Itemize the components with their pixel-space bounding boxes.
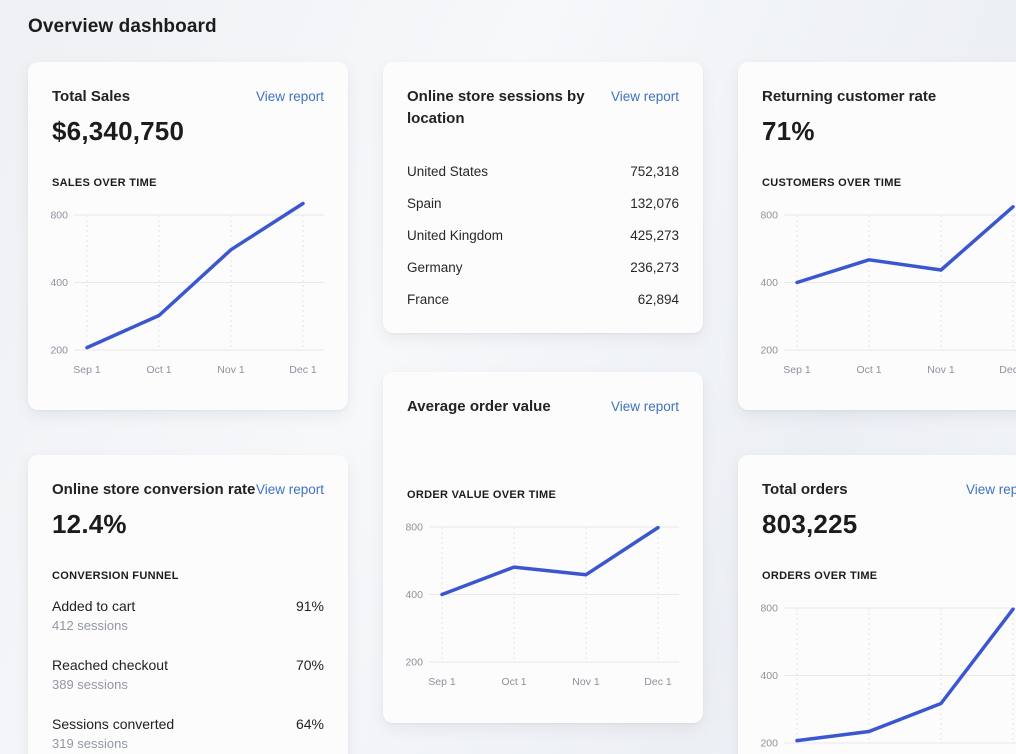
svg-text:200: 200	[760, 738, 778, 750]
svg-text:Oct 1: Oct 1	[856, 364, 881, 376]
svg-text:200: 200	[760, 345, 778, 357]
card-title-total-sales: Total Sales	[52, 88, 131, 105]
location-label: United Kingdom	[407, 228, 504, 243]
conversion-funnel-list: Added to cart 91% 412 sessions Reached c…	[52, 596, 324, 753]
funnel-sessions: 389 sessions	[52, 677, 128, 692]
location-value: 62,894	[637, 292, 679, 307]
view-report-link-average-order-value[interactable]: View report	[610, 399, 679, 414]
svg-text:Nov 1: Nov 1	[217, 364, 245, 376]
svg-text:800: 800	[50, 210, 68, 222]
view-report-link-conversion[interactable]: View report	[255, 482, 324, 497]
customers-over-time-chart: 200 400 800 Sep 1 Oct 1 Nov 1 Dec 1	[760, 205, 1016, 376]
location-row-france: France 62,894	[407, 292, 679, 312]
location-label: Germany	[407, 260, 463, 275]
svg-text:400: 400	[760, 277, 778, 289]
card-total-orders: Total orders View report 803,225 ORDERS …	[738, 455, 1016, 754]
location-value: 236,273	[630, 260, 679, 275]
view-report-link-total-sales[interactable]: View report	[255, 89, 324, 104]
page-title: Overview dashboard	[28, 16, 217, 37]
section-label-conversion-funnel: CONVERSION FUNNEL	[52, 570, 179, 582]
location-value: 425,273	[630, 228, 679, 243]
returning-customer-rate-value: 71%	[762, 116, 815, 146]
svg-text:400: 400	[50, 277, 68, 289]
svg-text:Dec 1: Dec 1	[289, 364, 317, 376]
svg-text:Dec 1: Dec 1	[644, 676, 672, 688]
view-report-link-sessions[interactable]: View report	[610, 89, 679, 104]
location-sessions-list: United States 752,318 Spain 132,076 Unit…	[407, 164, 679, 312]
svg-text:Oct 1: Oct 1	[146, 364, 171, 376]
svg-text:Nov 1: Nov 1	[927, 364, 955, 376]
card-sessions-by-location: Online store sessions by location View r…	[383, 62, 703, 333]
card-title-average-order-value: Average order value	[407, 398, 551, 415]
total-sales-value: $6,340,750	[52, 116, 185, 146]
conversion-rate-value: 12.4%	[52, 509, 127, 539]
location-row-united-states: United States 752,318	[407, 164, 679, 184]
section-label-order-value-over-time: ORDER VALUE OVER TIME	[407, 489, 557, 501]
funnel-pct: 91%	[295, 598, 324, 614]
svg-text:Nov 1: Nov 1	[572, 676, 600, 688]
funnel-pct: 70%	[295, 657, 324, 673]
card-title-conversion-rate: Online store conversion rate	[52, 481, 256, 498]
location-row-united-kingdom: United Kingdom 425,273	[407, 228, 679, 248]
funnel-row-reached-checkout: Reached checkout 70% 389 sessions	[52, 655, 324, 694]
card-average-order-value: Average order value View report ORDER VA…	[383, 372, 703, 723]
svg-text:400: 400	[405, 589, 423, 601]
svg-text:800: 800	[405, 522, 423, 534]
location-label: Spain	[407, 196, 442, 211]
card-conversion-rate: Online store conversion rate View report…	[28, 455, 348, 754]
funnel-label: Added to cart	[52, 598, 136, 614]
funnel-row-sessions-converted: Sessions converted 64% 319 sessions	[52, 714, 324, 753]
svg-text:Sep 1: Sep 1	[73, 364, 101, 376]
card-total-sales: Total Sales View report $6,340,750 SALES…	[28, 62, 348, 410]
location-label: France	[407, 292, 450, 307]
section-label-customers-over-time: CUSTOMERS OVER TIME	[762, 177, 902, 189]
location-row-spain: Spain 132,076	[407, 196, 679, 216]
svg-text:Oct 1: Oct 1	[501, 676, 526, 688]
funnel-row-added-to-cart: Added to cart 91% 412 sessions	[52, 596, 324, 635]
funnel-label: Sessions converted	[52, 716, 175, 732]
funnel-label: Reached checkout	[52, 657, 168, 673]
svg-text:Sep 1: Sep 1	[428, 676, 456, 688]
svg-text:800: 800	[760, 603, 778, 615]
funnel-sessions: 412 sessions	[52, 618, 128, 633]
location-value: 752,318	[630, 164, 679, 179]
funnel-pct: 64%	[295, 716, 324, 732]
svg-text:800: 800	[760, 210, 778, 222]
location-row-germany: Germany 236,273	[407, 260, 679, 280]
location-value: 132,076	[630, 196, 679, 211]
total-orders-value: 803,225	[762, 509, 858, 539]
svg-text:200: 200	[50, 345, 68, 357]
card-title-returning-customer-rate: Returning customer rate	[762, 88, 937, 105]
card-title-sessions-by-location: Online store sessions by location	[407, 88, 585, 127]
section-label-orders-over-time: ORDERS OVER TIME	[762, 570, 878, 582]
svg-text:200: 200	[405, 657, 423, 669]
sales-over-time-chart: 200 400 800 Sep 1 Oct 1 Nov 1 Dec 1	[50, 201, 324, 376]
card-returning-customer-rate: Returning customer rate 71% CUSTOMERS OV…	[738, 62, 1016, 410]
order-value-over-time-chart: 200 400 800 Sep 1 Oct 1 Nov 1 Dec 1	[405, 522, 679, 688]
svg-text:400: 400	[760, 670, 778, 682]
location-label: United States	[407, 164, 489, 179]
view-report-link-total-orders[interactable]: View report	[965, 482, 1016, 497]
svg-text:Dec 1: Dec 1	[999, 364, 1016, 376]
svg-text:Sep 1: Sep 1	[783, 364, 811, 376]
funnel-sessions: 319 sessions	[52, 736, 128, 751]
section-label-sales-over-time: SALES OVER TIME	[52, 177, 157, 189]
card-title-total-orders: Total orders	[762, 481, 848, 498]
